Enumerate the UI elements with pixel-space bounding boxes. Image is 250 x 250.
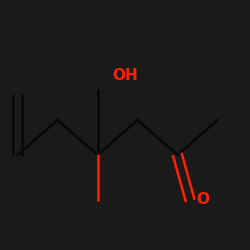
Text: O: O <box>196 192 209 208</box>
Text: OH: OH <box>112 68 138 82</box>
